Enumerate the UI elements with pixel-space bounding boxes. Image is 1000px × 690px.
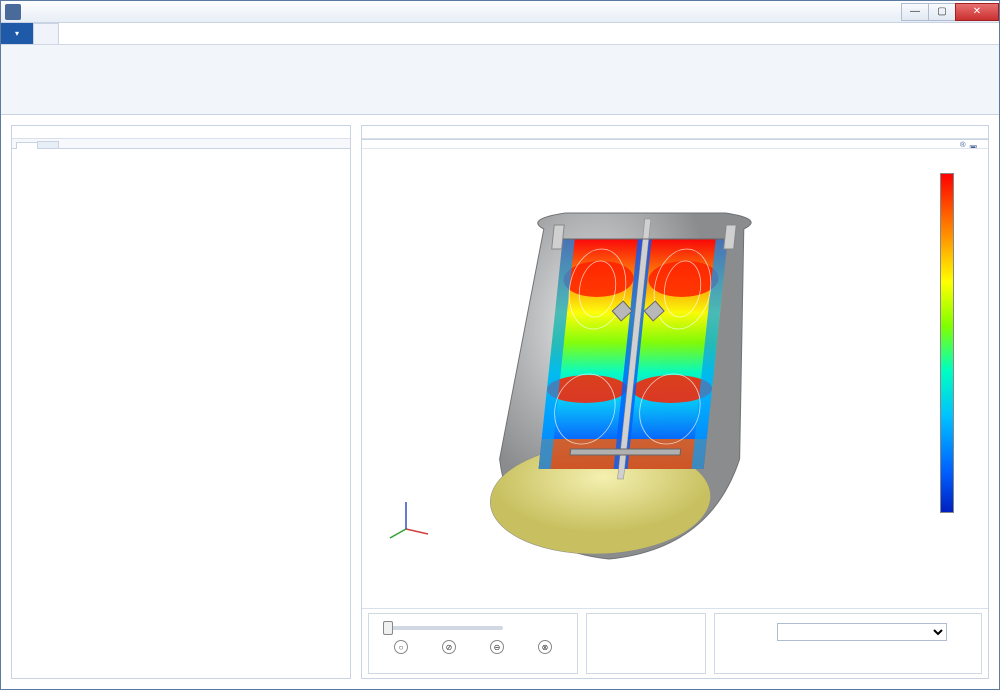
ribbon xyxy=(1,45,999,115)
canvas-area[interactable] xyxy=(362,149,988,608)
slice-opt-2[interactable]: ⊘ xyxy=(442,640,456,654)
bottom-panels: ○ ⊘ ⊖ ⊗ xyxy=(362,608,988,678)
flow-number-panel xyxy=(714,613,982,674)
input-panel xyxy=(11,125,351,679)
input-body xyxy=(12,149,350,678)
app-icon xyxy=(5,4,21,20)
impeller-select[interactable] xyxy=(777,623,947,641)
colorbar xyxy=(940,173,954,513)
mixing-scales-panel xyxy=(586,613,706,674)
menubar xyxy=(1,23,999,45)
menu-tab-home[interactable] xyxy=(33,23,59,44)
slice-plot-panel: ○ ⊘ ⊖ ⊗ xyxy=(368,613,578,674)
maximize-button[interactable]: ▢ xyxy=(928,3,956,21)
slice-opt-4[interactable]: ⊗ xyxy=(538,640,552,654)
input-tabs xyxy=(12,139,350,149)
mixer-visualization xyxy=(468,189,828,569)
slice-opt-3[interactable]: ⊖ xyxy=(490,640,504,654)
graphics-panel-title xyxy=(362,126,988,139)
titlebar: — ▢ ✕ xyxy=(1,1,999,23)
tab-general[interactable] xyxy=(16,142,38,149)
graphics-panel: ® ▣ xyxy=(361,125,989,679)
plot-stage[interactable] xyxy=(366,153,930,604)
tab-impeller[interactable] xyxy=(37,141,59,148)
axes-gizmo xyxy=(386,494,436,544)
menu-tab-impellers[interactable] xyxy=(59,23,84,44)
minimize-button[interactable]: — xyxy=(901,3,929,21)
slice-opt-1[interactable]: ○ xyxy=(394,640,408,654)
file-menu[interactable] xyxy=(1,23,33,44)
main-area: ® ▣ xyxy=(1,115,999,689)
graphics-body: ○ ⊘ ⊖ ⊗ xyxy=(362,140,988,678)
app-window: — ▢ ✕ ® ▣ xyxy=(0,0,1000,690)
input-panel-title xyxy=(12,126,350,139)
close-button[interactable]: ✕ xyxy=(955,3,999,21)
rotate-slider[interactable] xyxy=(383,626,503,630)
graphics-toolbar xyxy=(362,140,988,149)
